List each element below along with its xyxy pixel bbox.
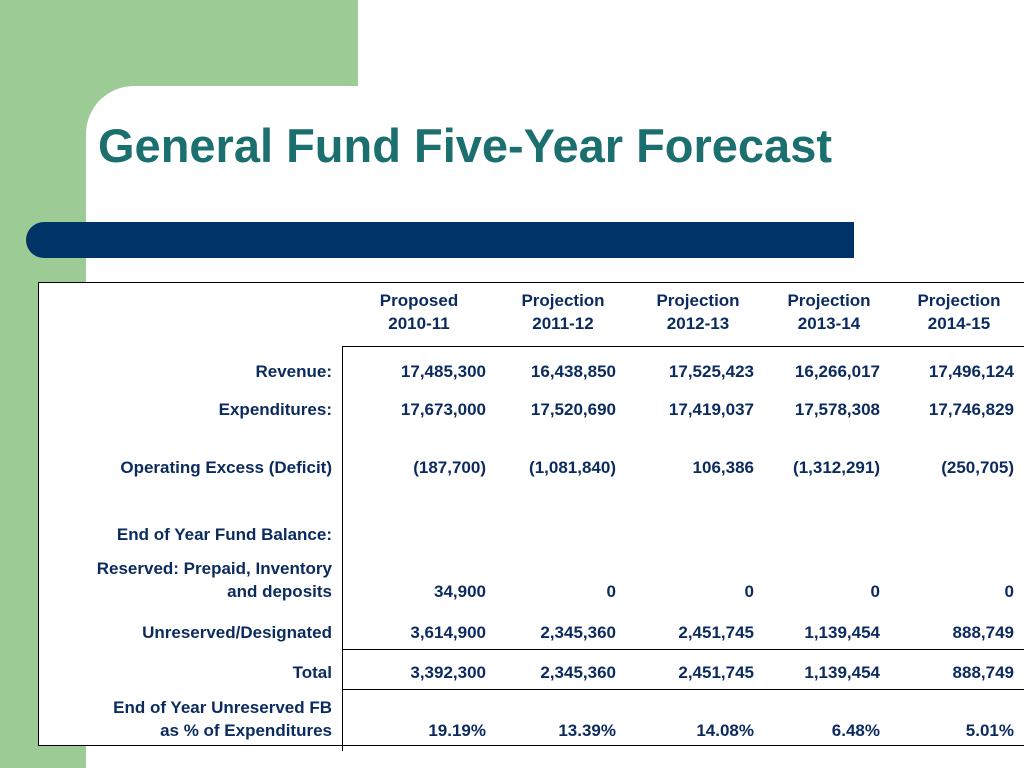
value-cell: 0 xyxy=(1004,582,1014,601)
row-label-expenditures: Expenditures: xyxy=(218,400,332,419)
value-cell: 34,900 xyxy=(434,582,486,601)
value-cell: 6.48% xyxy=(831,721,880,740)
column-header: Proposed 2010-11 xyxy=(379,291,459,333)
label-column-divider xyxy=(342,346,343,751)
value-cell: 17,419,037 xyxy=(668,400,754,419)
value-cell: 2,345,360 xyxy=(540,663,616,682)
value-cell: 1,139,454 xyxy=(804,623,880,642)
value-cell: 106,386 xyxy=(692,458,754,477)
slide-title: General Fund Five-Year Forecast xyxy=(98,119,832,172)
value-cell: 19.19% xyxy=(428,721,486,740)
value-cell: 14.08% xyxy=(696,721,754,740)
value-cell: (1,312,291) xyxy=(793,458,880,477)
value-cell: 2,451,745 xyxy=(678,663,754,682)
value-cell: 16,266,017 xyxy=(794,362,880,381)
column-header: Projection 2012-13 xyxy=(656,291,740,333)
value-cell: 13.39% xyxy=(558,721,616,740)
row-label-unreserved: Unreserved/Designated xyxy=(142,623,332,642)
value-cell: (250,705) xyxy=(941,458,1014,477)
value-cell: 16,438,850 xyxy=(530,362,616,381)
value-cell: (187,700) xyxy=(413,458,486,477)
column-header: Projection 2014-15 xyxy=(917,291,1001,333)
value-cell: 17,485,300 xyxy=(400,362,486,381)
value-cell: 5.01% xyxy=(965,721,1014,740)
row-label-revenue: Revenue: xyxy=(255,362,332,381)
value-cell: (1,081,840) xyxy=(529,458,616,477)
title-accent-bar xyxy=(26,222,854,258)
value-cell: 17,520,690 xyxy=(530,400,616,419)
value-cell: 17,496,124 xyxy=(928,362,1014,381)
row-label-unreserved-percent: End of Year Unreserved FB as % of Expendi… xyxy=(113,698,332,740)
value-cell: 2,345,360 xyxy=(540,623,616,642)
value-cell: 17,578,308 xyxy=(794,400,880,419)
value-cell: 17,525,423 xyxy=(668,362,754,381)
value-cell: 2,451,745 xyxy=(678,623,754,642)
value-cell: 17,746,829 xyxy=(928,400,1014,419)
column-header: Projection 2013-14 xyxy=(787,291,871,333)
header-rule xyxy=(342,346,1024,347)
row-label-reserved: Reserved: Prepaid, Inventory and deposits xyxy=(96,559,332,601)
value-cell: 0 xyxy=(606,582,616,601)
value-cell: 0 xyxy=(870,582,880,601)
value-cell: 0 xyxy=(744,582,754,601)
column-header: Projection 2011-12 xyxy=(521,291,605,333)
row-label-fund-balance: End of Year Fund Balance: xyxy=(116,525,332,544)
row-label-total: Total xyxy=(292,663,332,682)
value-cell: 1,139,454 xyxy=(804,663,880,682)
total-bottom-rule xyxy=(342,689,1024,690)
value-cell: 3,392,300 xyxy=(410,663,486,682)
forecast-table: Proposed 2010-11 Projection 2011-12 Projec… xyxy=(38,282,1024,751)
total-rule xyxy=(342,649,1024,650)
value-cell: 888,749 xyxy=(952,623,1014,642)
value-cell: 3,614,900 xyxy=(410,623,486,642)
row-label-operating-excess: Operating Excess (Deficit) xyxy=(120,458,332,477)
value-cell: 17,673,000 xyxy=(400,400,486,419)
value-cell: 888,749 xyxy=(952,663,1014,682)
